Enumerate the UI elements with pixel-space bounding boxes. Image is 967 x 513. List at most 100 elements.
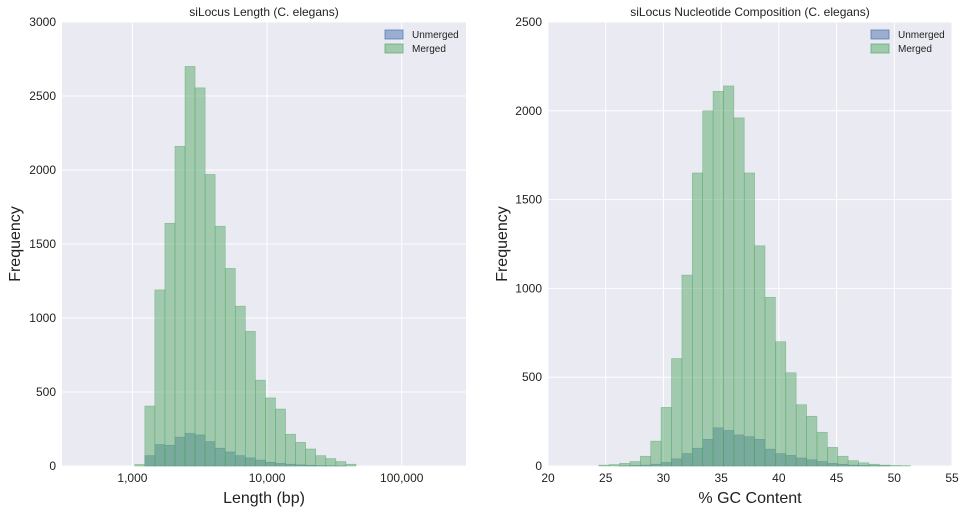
merged-bar [134,464,146,467]
merged-bar [650,440,662,467]
merged-bar [345,463,357,467]
merged-bar [640,455,652,467]
y-tick-label: 2500 [29,89,56,103]
merged-bar [723,85,735,467]
merged-bar [743,172,755,467]
gc-content-histogram: 20 25 30 35 40 45 50 55 0 500 1000 1500 2000 2500 si… [494,5,959,507]
x-tick-label: 50 [888,471,902,485]
y-tick-label: 500 [522,370,542,384]
legend: Unmerged Merged [384,29,459,55]
merged-bar [285,433,296,467]
merged-bar [629,461,641,467]
x-tick-label: 40 [772,471,786,485]
merged-bar [816,431,828,467]
legend-label-merged: Merged [898,44,932,55]
y-tick-labels: 0 500 1000 1500 2000 2500 [515,15,542,473]
merged-bar [733,117,745,467]
merged-bar [325,458,337,467]
merged-bar [305,448,317,467]
merged-bar [847,460,859,467]
merged-bars [134,66,357,467]
legend-swatch-merged [870,43,890,54]
x-axis-title: % GC Content [698,490,802,507]
x-tick-labels: 20 25 30 35 40 45 50 55 [541,471,959,485]
legend-label-merged: Merged [412,44,446,55]
merged-bar [204,174,216,467]
x-tick-label: 1,000 [117,471,147,485]
length-histogram: 1,000 10,000 100,000 0 500 1000 1500 2000 2500 3… [7,5,466,507]
y-axis-title: Frequency [7,206,24,282]
merged-bar [754,245,766,467]
merged-bar [265,397,276,467]
merged-bar [660,407,672,467]
merged-bar [164,222,176,467]
merged-bar [806,415,818,467]
merged-bar [598,464,610,467]
x-tick-labels: 1,000 10,000 100,000 [117,471,423,485]
y-tick-label: 2000 [29,163,56,177]
x-tick-label: 55 [945,471,959,485]
x-tick-label: 30 [657,471,671,485]
chart-title: siLocus Nucleotide Composition (C. elega… [630,5,869,19]
merged-bar [827,447,839,467]
y-axis-title: Frequency [494,206,511,282]
merged-bar [785,372,797,467]
merged-bar [795,404,807,467]
y-tick-label: 1500 [515,193,542,207]
merged-bar [245,331,256,467]
merged-bar [837,455,849,467]
merged-bar [154,289,166,467]
merged-bar [335,461,347,467]
legend-label-unmerged: Unmerged [898,30,945,41]
merged-bar [775,341,787,467]
y-tick-label: 500 [36,385,56,399]
merged-bar [315,455,327,467]
y-tick-labels: 0 500 1000 1500 2000 2500 3000 [29,15,56,473]
merged-bar [889,465,901,467]
y-tick-label: 0 [49,459,56,473]
y-tick-label: 3000 [29,15,56,29]
merged-bar [184,66,196,467]
merged-bar [194,87,206,467]
merged-bar [764,296,776,467]
x-tick-label: 20 [541,471,555,485]
y-tick-label: 0 [535,459,542,473]
legend-swatch-merged [384,43,404,54]
legend-swatch-unmerged [384,29,404,40]
merged-bar [214,225,226,467]
merged-bar [619,463,631,467]
merged-bar [608,464,620,467]
y-tick-label: 2500 [515,15,542,29]
merged-bar [234,305,246,467]
x-tick-label: 100,000 [380,471,424,485]
x-axis-title: Length (bp) [223,490,305,507]
legend: Unmerged Merged [870,29,945,55]
merged-bar [868,463,880,467]
y-tick-label: 1000 [515,281,542,295]
x-tick-label: 25 [599,471,613,485]
merged-bar [224,268,236,467]
merged-bar [691,172,703,467]
merged-bar [858,462,870,467]
y-tick-label: 1000 [29,311,56,325]
x-tick-label: 10,000 [249,471,286,485]
x-tick-label: 35 [714,471,728,485]
y-tick-label: 1500 [29,237,56,251]
merged-bar [712,90,724,467]
x-tick-label: 45 [830,471,844,485]
merged-bar [255,379,266,467]
chart-title: siLocus Length (C. elegans) [189,5,338,19]
y-tick-label: 2000 [515,104,542,118]
merged-bar [681,274,693,467]
merged-bars [598,85,911,467]
merged-bar [878,464,890,467]
merged-bar [702,110,714,467]
merged-bar [295,442,306,467]
legend-label-unmerged: Unmerged [412,30,459,41]
merged-bar [275,408,286,467]
merged-bar [174,146,186,467]
legend-swatch-unmerged [870,29,890,40]
merged-bar [671,358,683,467]
merged-bar [144,405,156,467]
